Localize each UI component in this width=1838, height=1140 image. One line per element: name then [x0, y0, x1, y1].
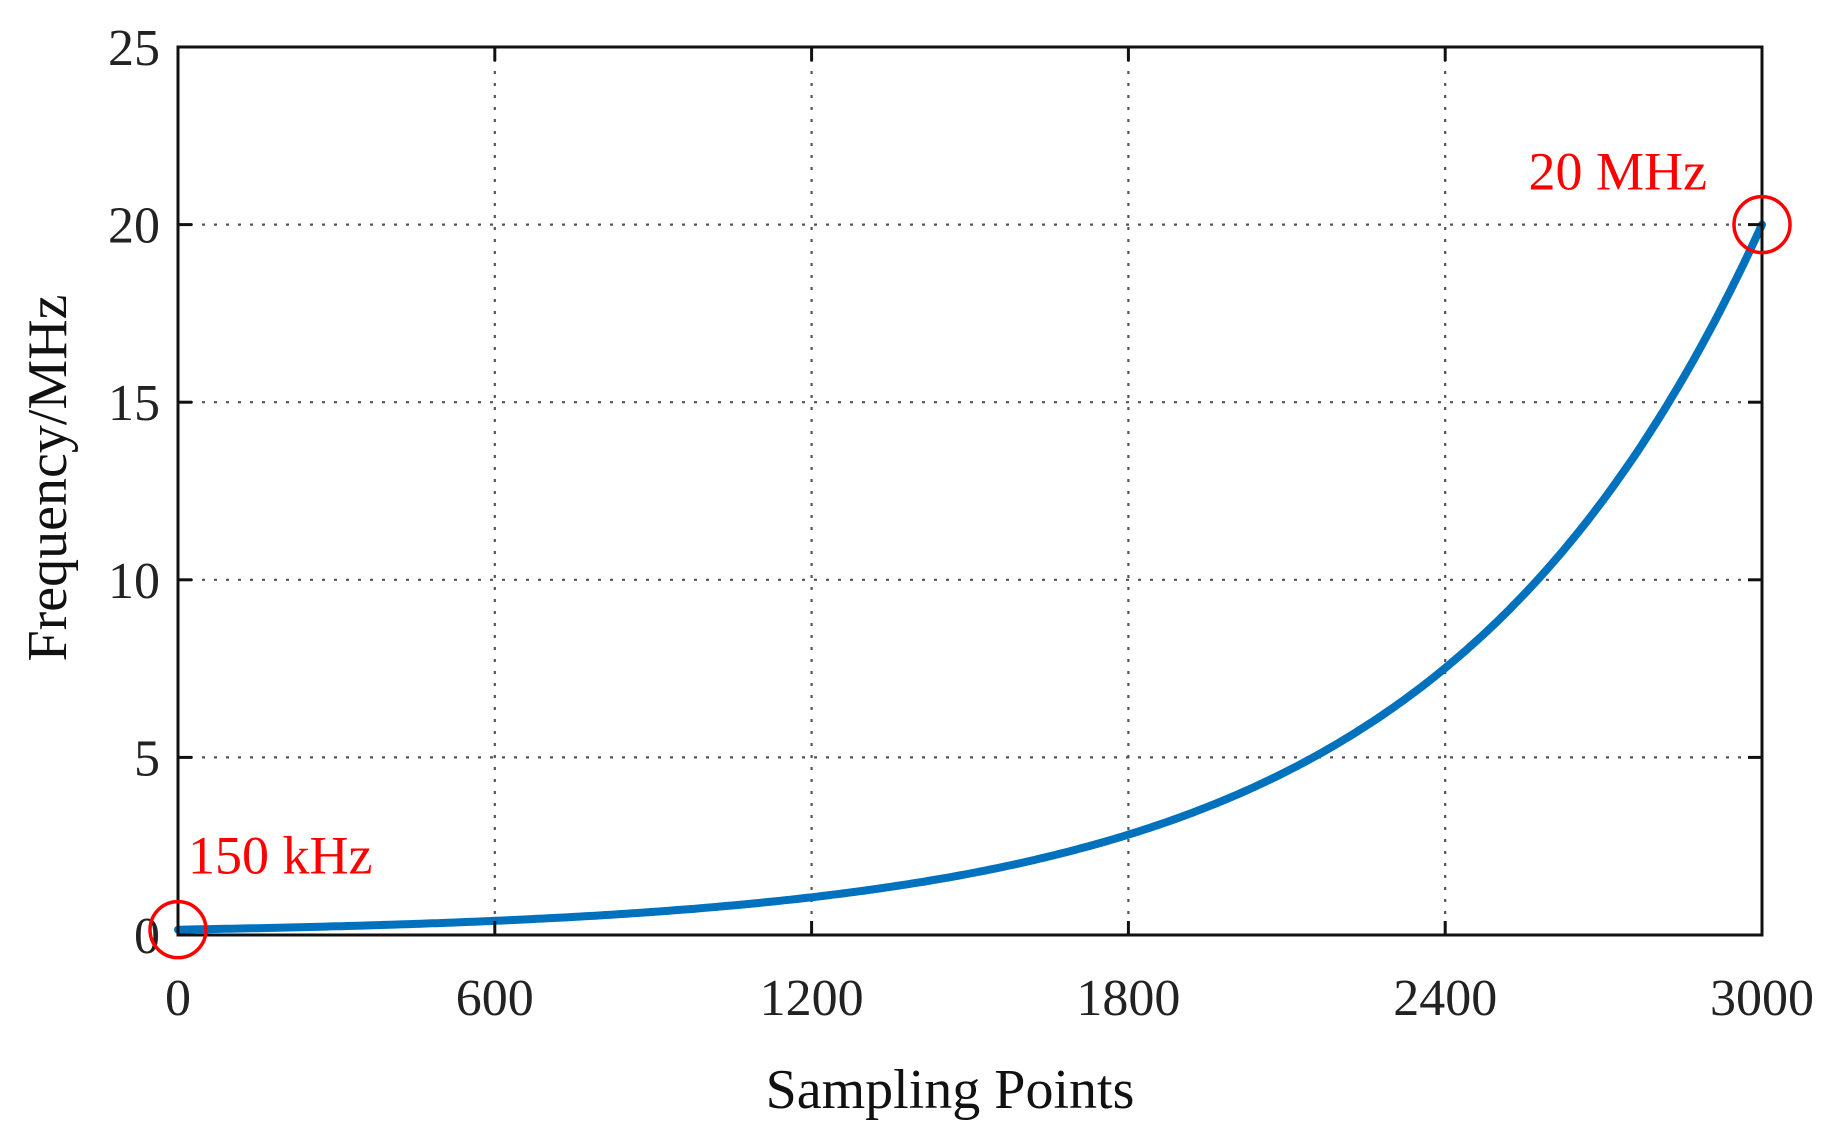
x-axis-tick-labels: 0 600 1200 1800 2400 3000	[165, 970, 1814, 1027]
x-tick-label: 3000	[1710, 970, 1814, 1027]
series-layer	[174, 220, 1766, 934]
annotation-circle-marker	[1732, 194, 1792, 255]
x-tick-label: 1800	[1076, 970, 1180, 1027]
x-tick-label: 600	[456, 970, 534, 1027]
annotation-circle-marker	[148, 899, 208, 960]
y-tick-label: 5	[134, 730, 160, 787]
y-axis-tick-labels: 0 5 10 15 20 25	[108, 20, 160, 965]
annotations: 150 kHz 20 MHz	[148, 142, 1792, 960]
y-tick-label: 10	[108, 553, 160, 610]
y-axis-title: Frequency/MHz	[17, 294, 79, 661]
axis-ticks	[176, 45, 1764, 937]
x-tick-label: 0	[165, 970, 191, 1027]
y-tick-label: 15	[108, 375, 160, 432]
annotation-label: 150 kHz	[188, 826, 372, 886]
x-tick-label: 1200	[760, 970, 864, 1027]
y-tick-label: 20	[108, 198, 160, 255]
y-tick-label: 25	[108, 20, 160, 77]
plot-area-frame	[176, 45, 1764, 937]
x-axis-title: Sampling Points	[766, 1059, 1135, 1121]
y-tick-label: 0	[134, 908, 160, 965]
frequency-curve	[174, 220, 1766, 934]
x-tick-label: 2400	[1393, 970, 1497, 1027]
grid-lines	[178, 47, 1762, 935]
annotation-label: 20 MHz	[1529, 142, 1707, 202]
